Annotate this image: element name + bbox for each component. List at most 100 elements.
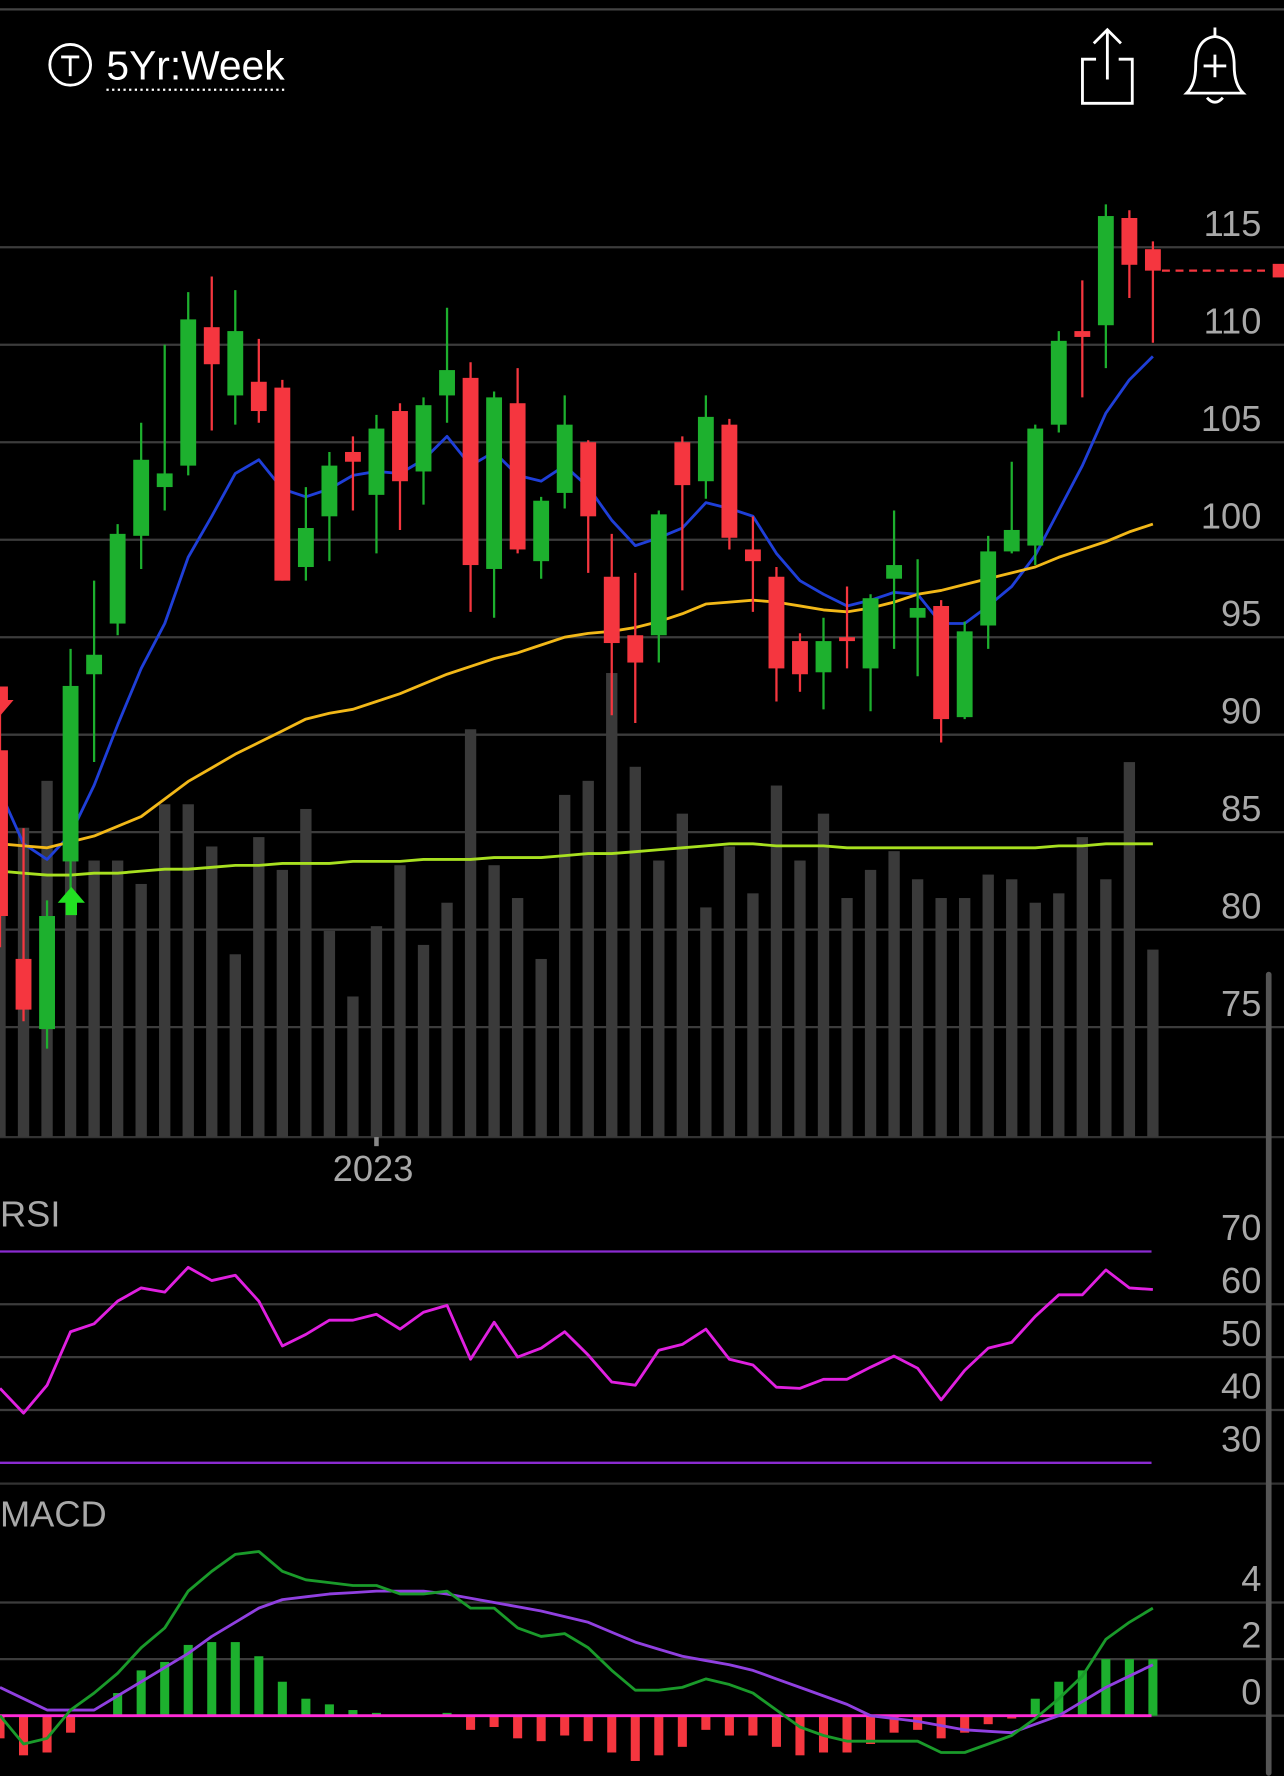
scrollbar[interactable]	[1265, 971, 1272, 1776]
histogram-bar	[277, 1681, 287, 1716]
volume-bar	[535, 958, 547, 1138]
buy-signal-arrow	[57, 886, 85, 916]
histogram-bar	[748, 1715, 758, 1736]
volume-bar	[370, 926, 383, 1138]
last-price-tag	[1272, 263, 1284, 278]
volume-bar	[1123, 762, 1136, 1138]
histogram-bar	[301, 1698, 311, 1716]
candle-body	[1121, 217, 1138, 265]
candle-body	[0, 750, 8, 917]
candle-body	[345, 451, 361, 462]
y-tick-label: 90	[1221, 690, 1261, 731]
histogram-bar	[960, 1715, 970, 1733]
histogram-bar	[136, 1670, 146, 1716]
volume-bar	[464, 729, 477, 1138]
candle-body	[180, 319, 197, 466]
volume-bar	[347, 996, 359, 1138]
panel-title: RSI	[0, 1194, 60, 1235]
moving-average-line	[0, 522, 1154, 850]
histogram-bar	[324, 1704, 334, 1716]
ticker-icon-glyph	[61, 55, 80, 77]
histogram-bar	[842, 1715, 852, 1753]
candle-body	[274, 387, 291, 581]
volume-bar	[64, 837, 77, 1138]
histogram-bar	[701, 1715, 711, 1730]
volume-bar	[606, 673, 618, 1138]
y-tick-label: 50	[1221, 1313, 1261, 1354]
volume-bar	[794, 860, 806, 1138]
histogram-bar	[889, 1715, 899, 1733]
histogram-bar	[66, 1715, 76, 1733]
candle-body	[15, 958, 32, 1010]
candle-body	[321, 465, 338, 517]
candle-body	[886, 565, 903, 579]
y-tick-label: 40	[1221, 1366, 1261, 1407]
bell-icon-detail	[1203, 27, 1227, 104]
candle-body	[580, 442, 597, 517]
y-tick-label: 80	[1221, 885, 1261, 926]
share-icon-arrow	[1092, 27, 1122, 80]
histogram-bar	[677, 1715, 687, 1747]
candle-body	[1074, 331, 1091, 337]
rsi-line	[0, 1265, 1153, 1415]
candle-body	[603, 576, 620, 644]
volume-bar	[276, 869, 289, 1138]
volume-bar	[700, 907, 712, 1138]
candle-body	[839, 637, 855, 642]
histogram-bar	[183, 1644, 193, 1716]
candle-body	[674, 442, 691, 486]
candle-body	[744, 549, 761, 562]
y-tick-label: 110	[1204, 300, 1262, 341]
y-tick-label: 95	[1221, 593, 1261, 634]
candle-body	[86, 654, 103, 675]
volume-bar	[300, 808, 312, 1138]
candle-body	[1027, 428, 1044, 546]
volume-bar	[817, 813, 830, 1138]
y-tick-label: 75	[1221, 983, 1261, 1024]
timeframe-label: 5Yr:Week	[106, 43, 285, 89]
candle-body	[815, 641, 832, 673]
candle-body	[980, 551, 997, 626]
volume-bar	[770, 785, 783, 1138]
alert-button[interactable]	[1183, 27, 1247, 104]
volume-bar	[206, 846, 218, 1138]
timeframe-selector[interactable]: 5Yr:Week	[48, 43, 288, 91]
candle-body	[721, 424, 738, 538]
histogram-bar	[42, 1715, 52, 1753]
volume-bar	[1029, 902, 1041, 1138]
histogram-bar	[583, 1715, 593, 1742]
histogram-bar	[513, 1715, 523, 1739]
volume-bar	[441, 902, 453, 1138]
y-tick-label: 70	[1221, 1207, 1261, 1248]
histogram-bar	[489, 1715, 499, 1728]
candle-body	[1097, 216, 1114, 326]
volume-bar	[182, 804, 194, 1138]
histogram-bar	[230, 1642, 240, 1716]
histogram-bar	[1077, 1670, 1087, 1716]
volume-bar	[676, 813, 688, 1138]
plot: 115110105100959085807520237060504030RSI4…	[0, 203, 1284, 1761]
volume-bar	[723, 846, 736, 1138]
candle-body	[556, 424, 573, 493]
candle-body	[392, 411, 408, 482]
candle-body	[1003, 529, 1020, 552]
volume-bar	[159, 804, 171, 1138]
candle-body	[1144, 249, 1161, 271]
share-button[interactable]	[1081, 27, 1134, 105]
volume-bar	[488, 865, 500, 1138]
volume-bar	[841, 898, 853, 1138]
histogram-bar	[1148, 1659, 1158, 1716]
x-tick-label: 2023	[333, 1148, 414, 1189]
volume-bar	[1053, 893, 1065, 1138]
candle-body	[627, 635, 644, 663]
y-tick-label: 4	[1241, 1558, 1261, 1599]
histogram-bar	[18, 1715, 29, 1756]
volume-bar	[864, 869, 877, 1138]
y-tick-label: 115	[1204, 203, 1262, 244]
volume-bar	[888, 851, 900, 1138]
y-tick-label: 105	[1201, 398, 1261, 439]
histogram-bar	[0, 1715, 5, 1739]
histogram-bar	[536, 1715, 546, 1742]
candle-body	[133, 459, 150, 536]
volume-bar	[135, 883, 147, 1138]
